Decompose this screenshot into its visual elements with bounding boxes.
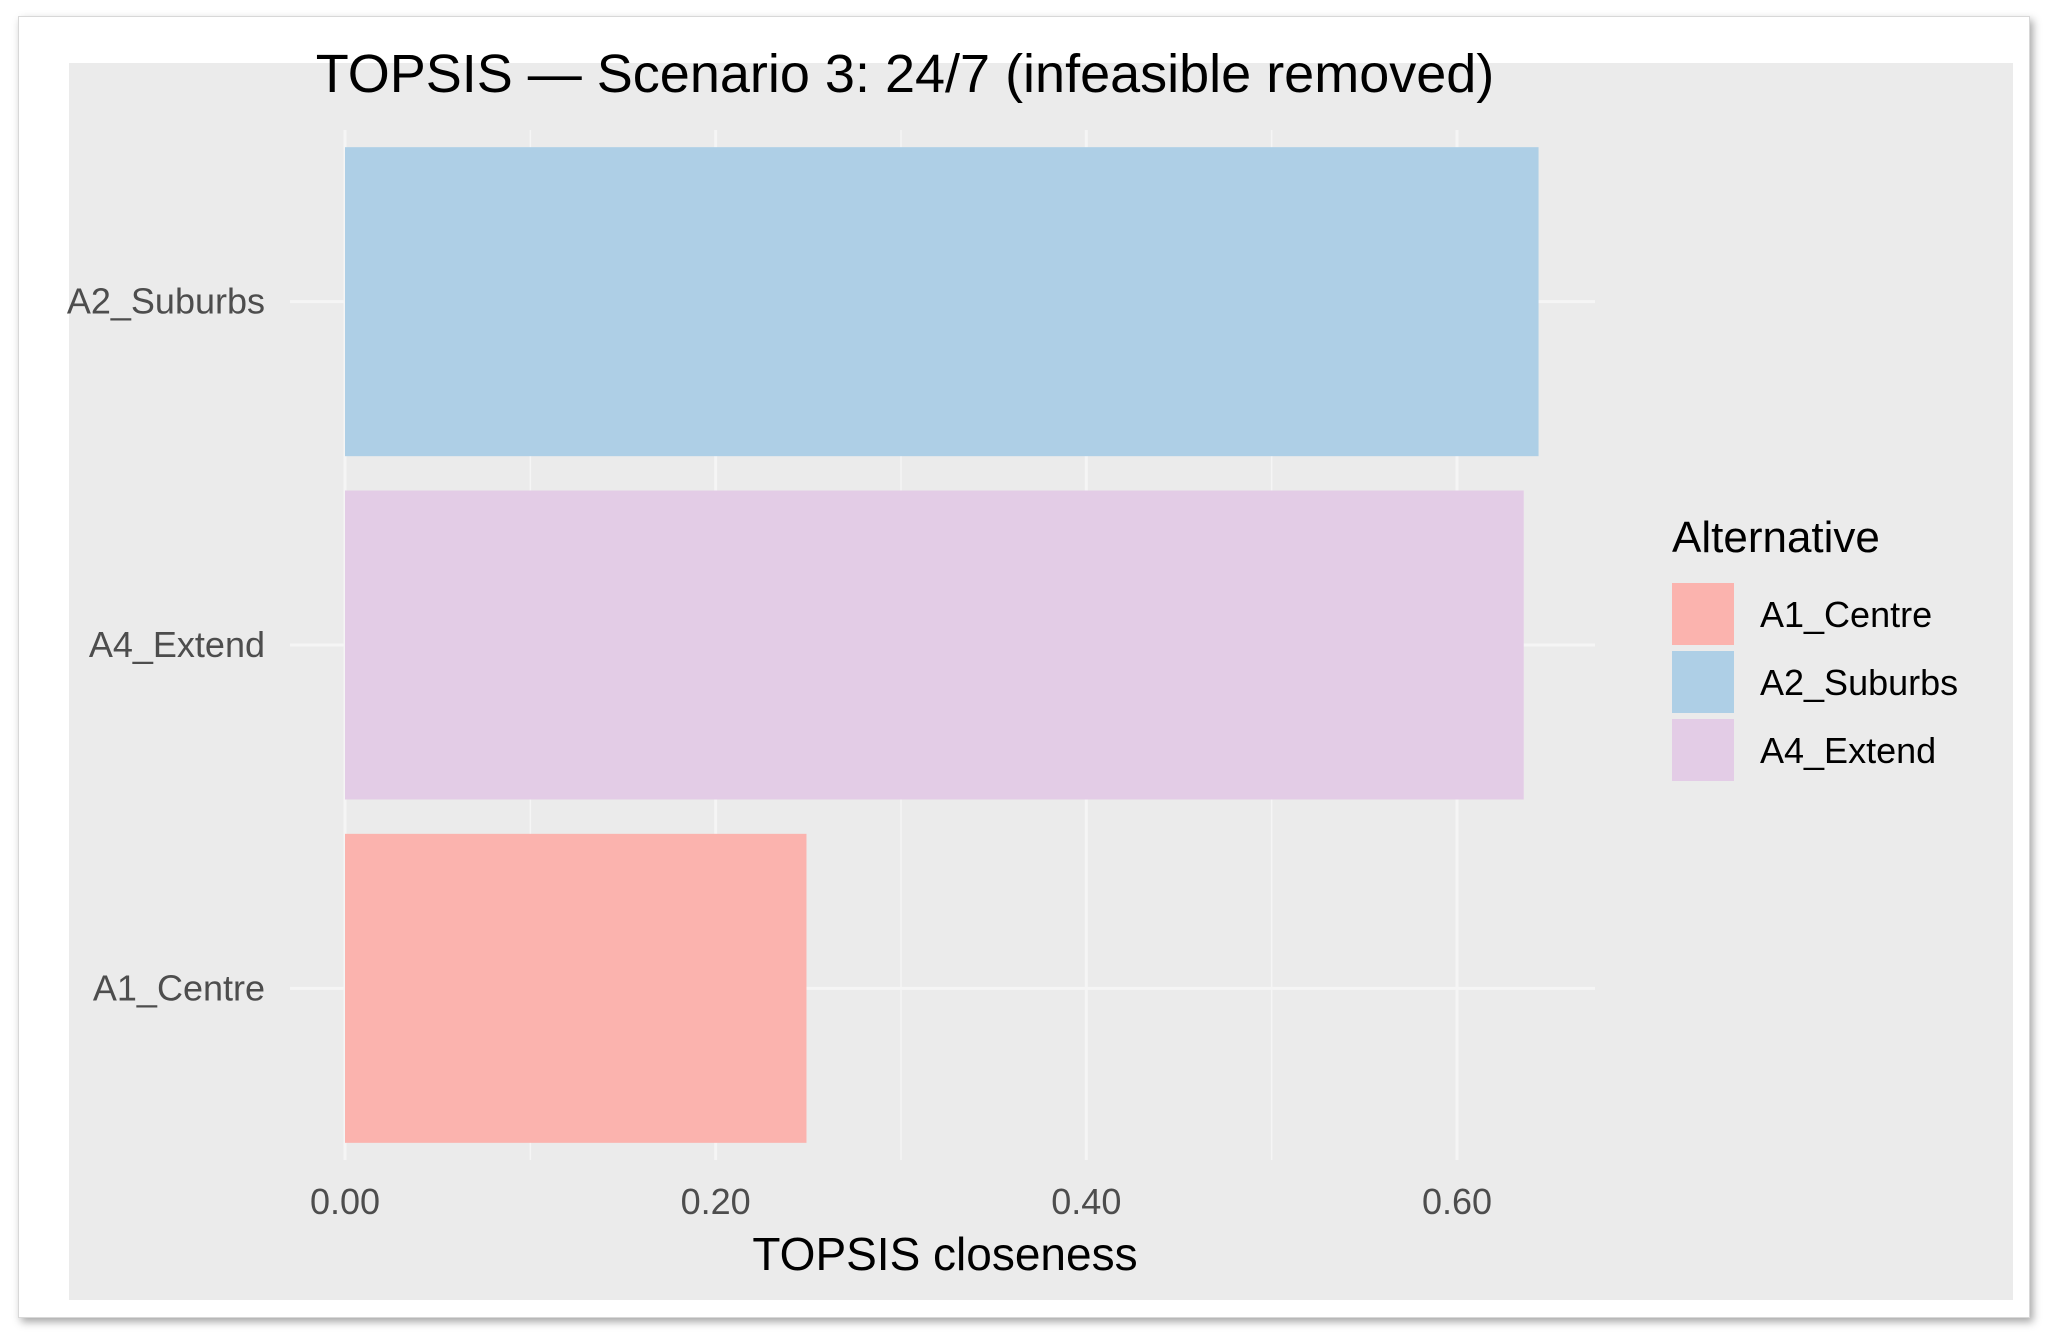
legend-label: A2_Suburbs [1760,662,1958,703]
x-tick-label: 0.00 [310,1181,380,1222]
legend-swatch [1672,719,1734,781]
legend-title: Alternative [1672,513,1880,562]
bar-a4-extend [345,490,1524,800]
legend-swatch [1672,651,1734,713]
legend-swatch [1672,583,1734,645]
x-tick-label: 0.20 [681,1181,751,1222]
y-axis-ticks: A2_Suburbs A4_Extend A1_Centre [67,281,265,1009]
chart-title: TOPSIS — Scenario 3: 24/7 (infeasible re… [316,44,1495,104]
x-tick-label: 0.60 [1422,1181,1492,1222]
x-axis-ticks: 0.00 0.20 0.40 0.60 [310,1181,1492,1222]
legend: Alternative A1_Centre A2_Suburbs A4_Extend [1672,513,1958,781]
x-axis-title: TOPSIS closeness [752,1228,1137,1280]
bars [345,147,1539,1143]
legend-label: A1_Centre [1760,594,1932,635]
y-tick-label: A4_Extend [89,624,265,665]
bar-a2-suburbs [345,147,1539,457]
x-tick-label: 0.40 [1051,1181,1121,1222]
y-tick-label: A1_Centre [93,967,265,1008]
legend-label: A4_Extend [1760,730,1936,771]
y-tick-label: A2_Suburbs [67,281,265,322]
bar-a1-centre [345,833,807,1143]
